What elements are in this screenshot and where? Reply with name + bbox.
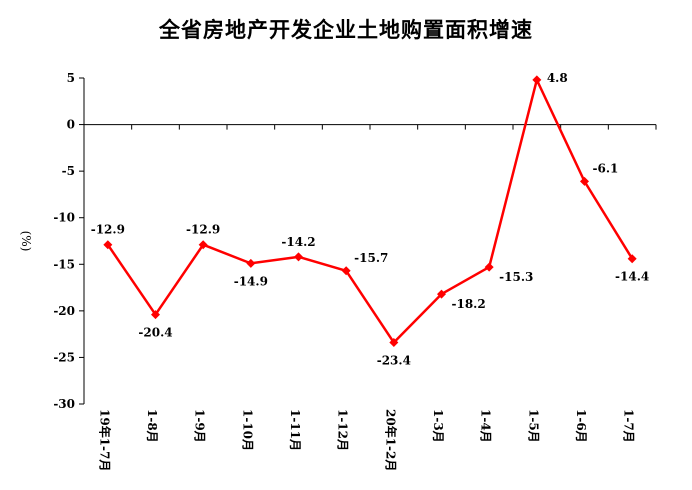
category-label: 1-5月 <box>526 409 540 443</box>
data-label: 4.8 <box>547 71 568 85</box>
category-label: 1-8月 <box>145 409 159 443</box>
y-tick-label: -5 <box>62 164 75 178</box>
axes: 5 0 -5 -10 -15 -20 -25 -30 (%) <box>19 71 657 411</box>
data-point <box>341 266 351 276</box>
data-label: -14.2 <box>281 235 315 249</box>
data-point <box>580 176 589 186</box>
data-label: -23.4 <box>377 354 411 368</box>
data-point <box>151 310 160 320</box>
data-point <box>484 262 494 272</box>
category-label: 1-11月 <box>288 409 302 451</box>
data-point <box>103 240 113 250</box>
data-label: -18.2 <box>452 297 486 311</box>
category-label: 20年1-2月 <box>383 409 398 471</box>
data-label: -12.9 <box>186 223 220 237</box>
data-point <box>294 252 303 262</box>
data-point <box>627 254 637 264</box>
data-label: -14.4 <box>615 270 649 284</box>
y-tick-label: -10 <box>53 211 75 225</box>
data-point <box>246 258 256 268</box>
labels-layer: 19年1-7月 1-8月 1-9月 1-10月 1-11月 1-12月 20年1-2月 1-3… <box>91 71 650 472</box>
data-label: -15.3 <box>499 270 533 284</box>
category-label: 1-6月 <box>574 409 588 443</box>
data-label: -6.1 <box>593 161 619 175</box>
category-label: 1-7月 <box>622 409 636 443</box>
y-tick-label: -30 <box>53 397 75 411</box>
data-point <box>437 289 446 299</box>
data-label: -15.7 <box>354 251 388 265</box>
data-label: -12.9 <box>91 223 125 237</box>
y-tick-label: 5 <box>67 71 75 85</box>
category-label: 1-3月 <box>431 409 445 443</box>
y-tick-label: -25 <box>53 350 75 364</box>
y-tick-label: -15 <box>53 257 75 271</box>
category-label: 19年1-7月 <box>97 409 112 471</box>
series-line <box>106 78 634 344</box>
y-tick-label: 0 <box>67 118 75 132</box>
y-tick-label: -20 <box>53 304 75 318</box>
category-label: 1-9月 <box>193 409 207 443</box>
category-label: 1-10月 <box>240 409 254 451</box>
category-label: 1-12月 <box>336 409 350 451</box>
category-label: 1-4月 <box>479 409 493 443</box>
data-point <box>198 240 208 250</box>
y-axis-label: (%) <box>19 231 33 252</box>
chart-title: 全省房地产开发企业土地购置面积增速 <box>159 18 533 42</box>
data-point <box>389 338 399 348</box>
data-point <box>532 75 542 85</box>
series-layer <box>103 75 637 348</box>
data-label: -20.4 <box>138 326 172 340</box>
data-label: -14.9 <box>234 274 268 288</box>
